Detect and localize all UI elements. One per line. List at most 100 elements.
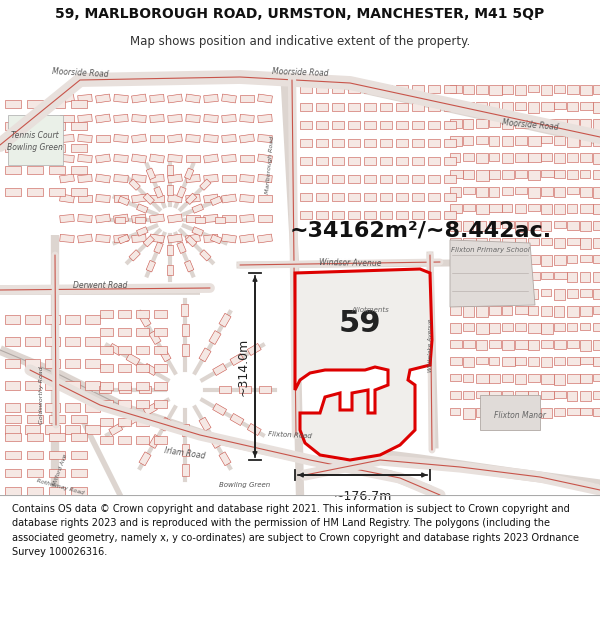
Text: ~34162m²/~8.442ac.: ~34162m²/~8.442ac. <box>290 220 552 240</box>
Bar <box>450 119 461 129</box>
Bar <box>528 391 538 402</box>
Bar <box>567 238 580 245</box>
Bar <box>45 425 60 434</box>
Bar <box>78 174 92 182</box>
Bar <box>186 134 200 142</box>
Bar <box>100 346 113 354</box>
Bar <box>463 357 475 367</box>
Bar <box>515 153 527 162</box>
Text: Flixton Manor: Flixton Manor <box>494 411 546 419</box>
Bar <box>502 136 513 146</box>
Bar <box>528 357 539 366</box>
Bar <box>129 250 140 261</box>
Bar <box>502 323 513 331</box>
Bar <box>258 114 272 122</box>
Bar <box>476 238 487 249</box>
Bar <box>49 469 65 477</box>
Text: Allotments: Allotments <box>351 307 389 313</box>
Bar <box>528 340 539 350</box>
Bar <box>541 187 553 196</box>
Bar <box>489 306 500 315</box>
Bar <box>184 168 194 179</box>
Bar <box>348 85 360 93</box>
Bar <box>463 289 474 299</box>
Bar <box>502 289 514 299</box>
Bar <box>554 272 566 279</box>
Bar <box>186 194 200 202</box>
Bar <box>396 193 408 201</box>
Bar <box>118 382 131 390</box>
Bar <box>71 144 87 152</box>
Bar <box>463 102 474 110</box>
Bar <box>132 234 146 242</box>
Bar <box>463 408 475 419</box>
Bar <box>450 289 462 300</box>
Bar <box>222 154 236 162</box>
Bar <box>541 170 554 177</box>
Text: Milford Ave: Milford Ave <box>52 454 68 486</box>
Bar <box>396 121 408 129</box>
Bar <box>78 94 92 102</box>
Bar <box>463 391 474 399</box>
Bar <box>5 122 21 130</box>
Bar <box>567 255 577 263</box>
Bar <box>195 217 205 223</box>
Bar <box>528 255 540 264</box>
Bar <box>450 323 461 333</box>
Bar <box>541 136 552 143</box>
Bar <box>300 103 312 111</box>
Bar <box>541 289 551 296</box>
Bar <box>186 215 200 222</box>
Bar <box>139 452 151 466</box>
Bar <box>247 424 261 436</box>
Bar <box>240 174 254 182</box>
Bar <box>348 139 360 147</box>
Bar <box>463 153 474 161</box>
Bar <box>580 136 591 146</box>
Bar <box>541 85 552 95</box>
Bar <box>300 193 312 201</box>
Bar <box>154 310 167 318</box>
Bar <box>541 102 554 111</box>
Bar <box>502 204 512 211</box>
Bar <box>515 102 526 110</box>
Bar <box>348 157 360 165</box>
Bar <box>515 306 528 314</box>
Bar <box>95 214 110 223</box>
Bar <box>150 94 164 102</box>
Bar <box>136 328 149 336</box>
Bar <box>118 436 131 444</box>
Bar <box>240 194 254 202</box>
Bar <box>489 136 499 146</box>
Bar <box>476 119 488 128</box>
Bar <box>100 436 113 444</box>
Polygon shape <box>450 240 535 307</box>
Bar <box>412 175 424 183</box>
Bar <box>114 174 128 182</box>
Bar <box>5 469 21 477</box>
Bar <box>593 391 600 399</box>
Bar <box>119 386 131 393</box>
Bar <box>100 418 113 426</box>
Bar <box>450 204 462 213</box>
Bar <box>541 340 553 348</box>
Bar <box>203 154 218 163</box>
Bar <box>489 102 499 111</box>
Bar <box>489 170 500 179</box>
Text: Irlam Road: Irlam Road <box>164 446 206 461</box>
Bar <box>567 408 580 415</box>
Bar <box>45 403 60 412</box>
Bar <box>114 195 128 202</box>
Bar <box>159 418 171 431</box>
Bar <box>118 234 130 244</box>
Bar <box>167 165 173 175</box>
Bar <box>580 187 592 198</box>
Bar <box>200 179 211 190</box>
Bar <box>5 433 21 441</box>
Bar <box>5 487 21 495</box>
Bar <box>185 94 200 103</box>
Bar <box>25 337 40 346</box>
Text: Moorside Road: Moorside Road <box>272 66 328 78</box>
Bar <box>181 304 188 316</box>
Bar <box>95 174 110 183</box>
